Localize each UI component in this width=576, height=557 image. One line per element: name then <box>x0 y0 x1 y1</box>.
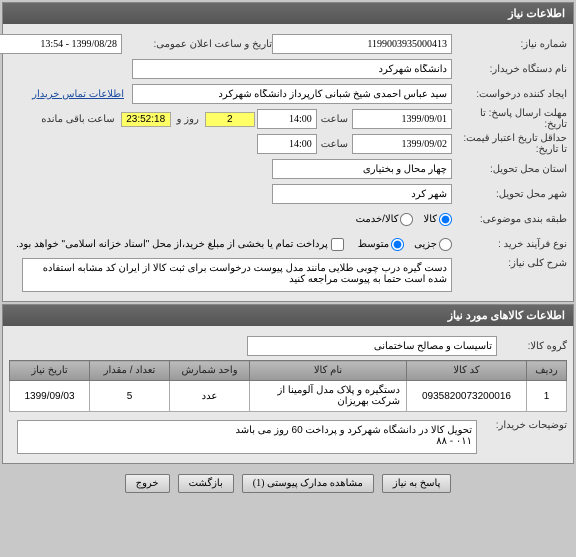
cell-row: 1 <box>527 381 567 412</box>
process-radio-group: جزیی متوسط <box>358 238 452 251</box>
back-button[interactable]: بازگشت <box>178 474 234 493</box>
th-qty: تعداد / مقدار <box>90 361 170 381</box>
budget-goods-option[interactable]: کالا <box>423 213 452 226</box>
exit-button[interactable]: خروج <box>125 474 170 493</box>
province-field[interactable] <box>272 159 452 179</box>
validity-label: حداقل تاریخ اعتبار قیمت: تا تاریخ: <box>452 133 567 155</box>
payment-checkbox-item[interactable]: پرداخت تمام یا بخشی از مبلغ خرید،از محل … <box>16 238 344 251</box>
validity-date-field[interactable] <box>352 134 452 154</box>
footer-buttons: پاسخ به نیاز مشاهده مدارک پیوستی (1) باز… <box>0 466 576 501</box>
cell-name: دستگیره و پلاک مدل آلومینا از شرکت بهریز… <box>250 381 407 412</box>
th-code: کد کالا <box>407 361 527 381</box>
validity-time-field[interactable] <box>257 134 317 154</box>
desc-label: شرح کلی نیاز: <box>452 258 567 269</box>
province-label: استان محل تحویل: <box>452 164 567 175</box>
process-mid-label: متوسط <box>358 239 389 250</box>
goods-panel-header: اطلاعات کالاهای مورد نیاز <box>3 305 573 326</box>
group-label: گروه کالا: <box>497 341 567 352</box>
need-number-field[interactable] <box>272 34 452 54</box>
goods-panel-body: گروه کالا: ردیف کد کالا نام کالا واحد شم… <box>3 326 573 463</box>
th-name: نام کالا <box>250 361 407 381</box>
buyer-org-field[interactable] <box>132 59 452 79</box>
respond-button[interactable]: پاسخ به نیاز <box>382 474 452 493</box>
process-low-option[interactable]: جزیی <box>414 238 452 251</box>
budget-goods-label: کالا <box>423 214 437 225</box>
process-mid-radio[interactable] <box>391 238 404 251</box>
cell-unit: عدد <box>170 381 250 412</box>
city-label: شهر محل تحویل: <box>452 189 567 200</box>
goods-panel: اطلاعات کالاهای مورد نیاز گروه کالا: ردی… <box>2 304 574 464</box>
city-field[interactable] <box>272 184 452 204</box>
group-field[interactable] <box>247 336 497 356</box>
cell-date: 1399/09/03 <box>10 381 90 412</box>
deadline-date-field[interactable] <box>352 109 452 129</box>
announce-label: تاریخ و ساعت اعلان عمومی: <box>122 39 272 50</box>
cell-qty: 5 <box>90 381 170 412</box>
goods-table: ردیف کد کالا نام کالا واحد شمارش تعداد /… <box>9 360 567 412</box>
th-row: ردیف <box>527 361 567 381</box>
need-number-label: شماره نیاز: <box>452 39 567 50</box>
contact-link[interactable]: اطلاعات تماس خریدار <box>32 89 124 100</box>
days-label: روز و <box>173 114 203 125</box>
time-label-1: ساعت <box>317 114 352 125</box>
process-low-radio[interactable] <box>439 238 452 251</box>
process-type-label: نوع فرآیند خرید : <box>452 239 567 250</box>
th-date: تاریخ نیاز <box>10 361 90 381</box>
cell-code: 0935820073200016 <box>407 381 527 412</box>
process-mid-option[interactable]: متوسط <box>358 238 404 251</box>
table-header-row: ردیف کد کالا نام کالا واحد شمارش تعداد /… <box>10 361 567 381</box>
buyer-org-label: نام دستگاه خریدار: <box>452 64 567 75</box>
panel-header: اطلاعات نیاز <box>3 3 573 24</box>
budget-radio-group: کالا کالا/خدمت <box>356 213 452 226</box>
budget-service-option[interactable]: کالا/خدمت <box>356 213 414 226</box>
th-unit: واحد شمارش <box>170 361 250 381</box>
table-row[interactable]: 1 0935820073200016 دستگیره و پلاک مدل آل… <box>10 381 567 412</box>
budget-service-label: کالا/خدمت <box>356 214 399 225</box>
creator-field[interactable] <box>132 84 452 104</box>
desc-box: دست گیره درب چوبی طلایی مانند مدل پیوست … <box>22 258 452 292</box>
need-info-panel: اطلاعات نیاز شماره نیاز: تاریخ و ساعت اع… <box>2 2 574 302</box>
process-low-label: جزیی <box>414 239 437 250</box>
budget-service-radio[interactable] <box>400 213 413 226</box>
payment-checkbox[interactable] <box>331 238 344 251</box>
buyer-note-label: توضیحات خریدار: <box>477 420 567 431</box>
budget-label: طبقه بندی موضوعی: <box>452 214 567 225</box>
deadline-label: مهلت ارسال پاسخ: تا تاریخ: <box>452 108 567 130</box>
budget-goods-radio[interactable] <box>439 213 452 226</box>
payment-note-label: پرداخت تمام یا بخشی از مبلغ خرید،از محل … <box>16 239 328 250</box>
countdown-timer: 23:52:18 <box>121 112 171 127</box>
panel-body: شماره نیاز: تاریخ و ساعت اعلان عمومی: نا… <box>3 24 573 301</box>
announce-field[interactable] <box>0 34 122 54</box>
buyer-note-box: تحویل کالا در دانشگاه شهرکرد و پرداخت 60… <box>17 420 477 454</box>
time-label-2: ساعت <box>317 139 352 150</box>
deadline-time-field[interactable] <box>257 109 317 129</box>
creator-label: ایجاد کننده درخواست: <box>452 89 567 100</box>
attachments-button[interactable]: مشاهده مدارک پیوستی (1) <box>242 474 374 493</box>
remaining-label: ساعت باقی مانده <box>37 114 118 125</box>
days-remaining: 2 <box>205 112 255 127</box>
